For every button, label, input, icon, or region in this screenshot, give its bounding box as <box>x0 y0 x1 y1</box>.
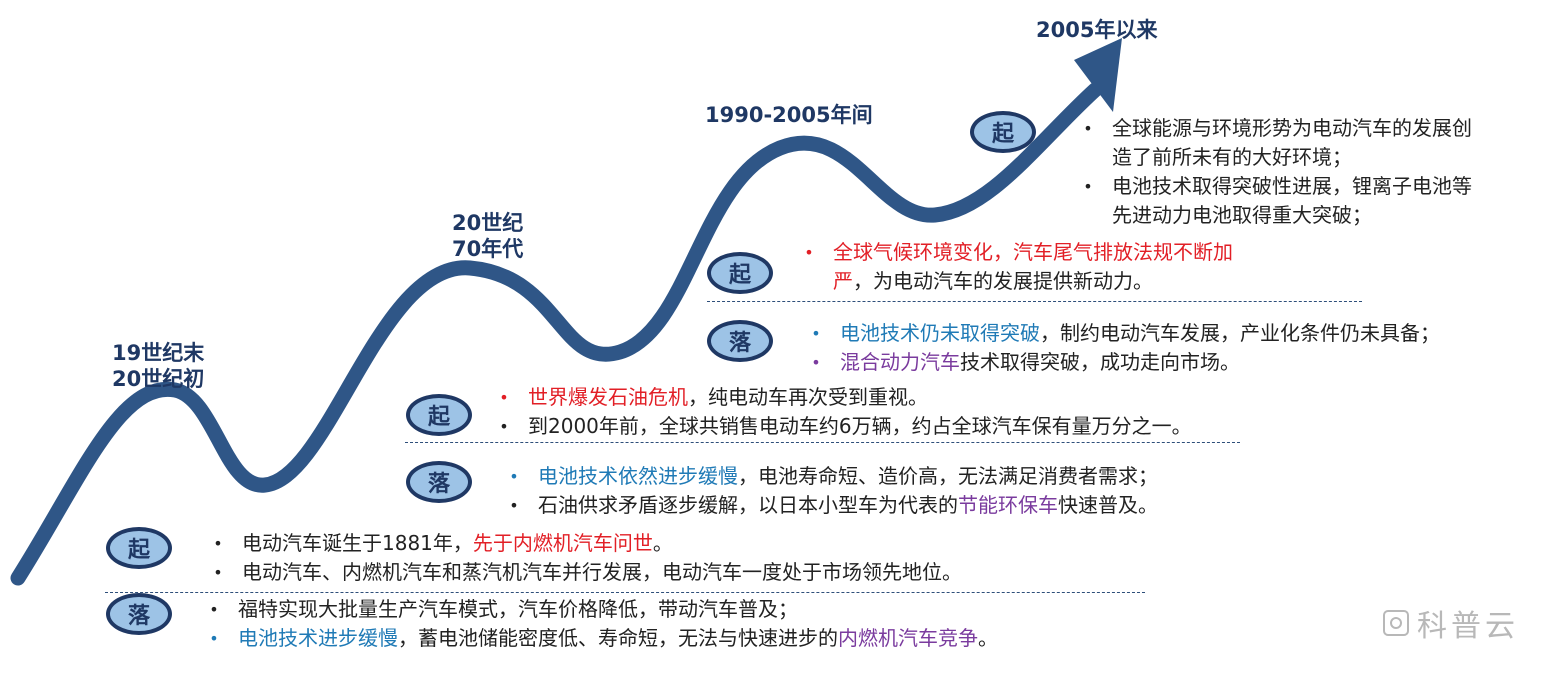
era-label-1970s: 20世纪 70年代 <box>452 210 523 262</box>
bullet-dot: • <box>1083 177 1093 196</box>
bullet-line: • 电池技术进步缓慢，蓄电池储能密度低、寿命短，无法与快速进步的内燃机汽车竞争。 <box>204 624 998 653</box>
bullet-dot: • <box>499 388 509 407</box>
bullet-dot: • <box>209 600 219 619</box>
text: ，为电动汽车的发展提供新动力。 <box>853 269 1153 293</box>
era-label-2005-on: 2005年以来 <box>1036 18 1158 42</box>
badge-rise-stage1: 起 <box>106 527 172 569</box>
era-label-late-19th: 19世纪末 20世纪初 <box>112 340 204 392</box>
text: ，电池寿命短、造价高，无法满足消费者需求； <box>738 464 1158 488</box>
stage2-rise-text: • 世界爆发石油危机，纯电动车再次受到重视。 • 到2000年前，全球共销售电动车约… <box>494 383 1192 441</box>
text: 。 <box>978 626 998 650</box>
separator-stage3 <box>707 301 1362 302</box>
bullet-line: • 电池技术仍未取得突破，制约电动汽车发展，产业化条件仍未具备； <box>806 319 1440 348</box>
bullet-line: • 电动汽车、内燃机汽车和蒸汽机汽车并行发展，电动汽车一度处于市场领先地位。 <box>208 558 962 587</box>
bullet-dot: • <box>499 417 509 436</box>
arrow-head <box>1074 38 1122 112</box>
text-highlight: 电池技术仍未取得突破 <box>840 321 1040 345</box>
text-highlight: 混合动力汽车 <box>840 350 960 374</box>
bullet-line: 严，为电动汽车的发展提供新动力。 <box>799 267 1233 296</box>
era-label-1990-2005: 1990-2005年间 <box>705 103 873 127</box>
bullet-dot: • <box>509 496 519 515</box>
text: 造了前所未有的大好环境； <box>1112 145 1352 169</box>
separator-stage2 <box>405 442 1240 443</box>
era-line: 20世纪 <box>452 211 524 235</box>
era-line: 70年代 <box>452 237 524 261</box>
bullet-line: 先进动力电池取得重大突破； <box>1078 201 1472 230</box>
wave-curve <box>10 82 1103 586</box>
stage2-fall-text: • 电池技术依然进步缓慢，电池寿命短、造价高，无法满足消费者需求； • 石油供求矛盾… <box>504 462 1158 520</box>
text: ，纯电动车再次受到重视。 <box>688 385 928 409</box>
bullet-line: • 世界爆发石油危机，纯电动车再次受到重视。 <box>494 383 1192 412</box>
bullet-dot: • <box>213 534 223 553</box>
stage3-rise-text: • 全球气候环境变化，汽车尾气排放法规不断加 严，为电动汽车的发展提供新动力。 <box>799 238 1233 296</box>
badge-fall-stage2: 落 <box>406 461 472 503</box>
text-highlight: 全球气候环境变化，汽车尾气排放法规不断加 <box>833 240 1233 264</box>
era-line: 20世纪初 <box>112 367 205 391</box>
bullet-dot: • <box>1083 119 1093 138</box>
bullet-line: • 电动汽车诞生于1881年，先于内燃机汽车问世。 <box>208 529 962 558</box>
badge-fall-stage3: 落 <box>707 320 773 362</box>
bullet-dot: • <box>213 563 223 582</box>
badge-rise-stage2: 起 <box>406 394 472 436</box>
text: 全球能源与环境形势为电动汽车的发展创 <box>1112 116 1472 140</box>
watermark-logo: 科普云 <box>1383 601 1519 645</box>
bullet-dot: • <box>804 243 814 262</box>
text-highlight: 节能环保车 <box>958 493 1058 517</box>
bullet-line: • 全球能源与环境形势为电动汽车的发展创 <box>1078 114 1472 143</box>
stage1-fall-text: • 福特实现大批量生产汽车模式，汽车价格降低，带动汽车普及； • 电池技术进步缓慢，… <box>204 595 998 653</box>
separator-stage1 <box>105 592 1145 593</box>
text: ，制约电动汽车发展，产业化条件仍未具备； <box>1040 321 1440 345</box>
text: 先进动力电池取得重大突破； <box>1112 203 1372 227</box>
stage1-rise-text: • 电动汽车诞生于1881年，先于内燃机汽车问世。 • 电动汽车、内燃机汽车和蒸汽机… <box>208 529 962 587</box>
text-highlight: 内燃机汽车竞争 <box>838 626 978 650</box>
bullet-line: • 到2000年前，全球共销售电动车约6万辆，约占全球汽车保有量万分之一。 <box>494 412 1192 441</box>
logo-icon <box>1383 610 1409 636</box>
watermark-text: 科普云 <box>1417 609 1519 644</box>
text: 技术取得突破，成功走向市场。 <box>960 350 1240 374</box>
badge-fall-stage1: 落 <box>106 593 172 635</box>
bullet-dot: • <box>811 324 821 343</box>
text-highlight: 先于内燃机汽车问世 <box>472 531 653 555</box>
stage4-rise-text: • 全球能源与环境形势为电动汽车的发展创 造了前所未有的大好环境； • 电池技术取得… <box>1078 114 1472 230</box>
bullet-line: • 电池技术取得突破性进展，锂离子电池等 <box>1078 172 1472 201</box>
stage3-fall-text: • 电池技术仍未取得突破，制约电动汽车发展，产业化条件仍未具备； • 混合动力汽车技… <box>806 319 1440 377</box>
text-highlight: 电池技术依然进步缓慢 <box>538 464 738 488</box>
bullet-line: • 石油供求矛盾逐步缓解，以日本小型车为代表的节能环保车快速普及。 <box>504 491 1158 520</box>
bullet-line: • 福特实现大批量生产汽车模式，汽车价格降低，带动汽车普及； <box>204 595 998 624</box>
era-line: 19世纪末 <box>112 341 205 365</box>
text: 到2000年前，全球共销售电动车约6万辆，约占全球汽车保有量万分之一。 <box>528 414 1192 438</box>
bullet-dot: • <box>509 467 519 486</box>
text-highlight: 世界爆发石油危机 <box>528 385 688 409</box>
text: ，蓄电池储能密度低、寿命短，无法与快速进步的 <box>398 626 838 650</box>
bullet-dot: • <box>811 353 821 372</box>
text: 电动汽车、内燃机汽车和蒸汽机汽车并行发展，电动汽车一度处于市场领先地位。 <box>242 560 962 584</box>
bullet-line: • 电池技术依然进步缓慢，电池寿命短、造价高，无法满足消费者需求； <box>504 462 1158 491</box>
text: 。 <box>652 531 673 555</box>
bullet-line: • 混合动力汽车技术取得突破，成功走向市场。 <box>806 348 1440 377</box>
text: 福特实现大批量生产汽车模式，汽车价格降低，带动汽车普及； <box>238 597 798 621</box>
text-highlight: 电池技术进步缓慢 <box>238 626 398 650</box>
badge-rise-stage3: 起 <box>707 252 773 294</box>
text: 电动汽车诞生于1881年， <box>242 531 473 555</box>
bullet-line: 造了前所未有的大好环境； <box>1078 143 1472 172</box>
bullet-line: • 全球气候环境变化，汽车尾气排放法规不断加 <box>799 238 1233 267</box>
text: 电池技术取得突破性进展，锂离子电池等 <box>1112 174 1472 198</box>
badge-rise-stage4: 起 <box>970 111 1036 153</box>
text: 快速普及。 <box>1058 493 1158 517</box>
text: 石油供求矛盾逐步缓解，以日本小型车为代表的 <box>538 493 958 517</box>
text-highlight: 严 <box>833 269 853 293</box>
bullet-dot: • <box>209 629 219 648</box>
